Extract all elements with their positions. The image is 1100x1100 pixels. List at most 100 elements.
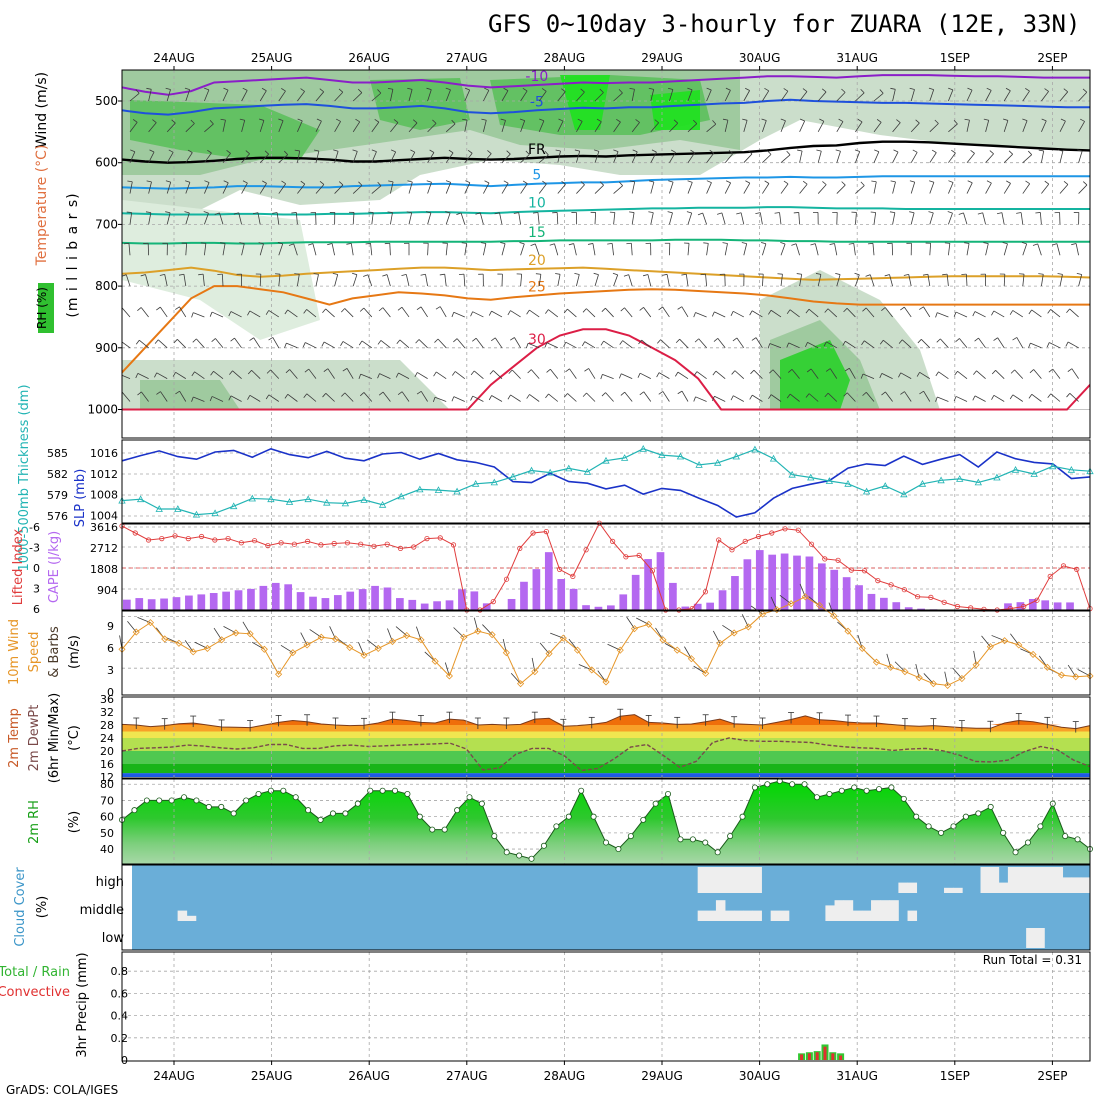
lifted-index-marker bbox=[888, 582, 894, 588]
wind-speed-marker bbox=[1001, 637, 1009, 645]
thickness-marker bbox=[695, 461, 703, 468]
wind-speed-marker bbox=[346, 643, 354, 652]
wind-barb bbox=[751, 310, 763, 318]
wind-barb bbox=[948, 152, 956, 163]
wind-barb bbox=[287, 393, 298, 402]
wind-barb bbox=[315, 120, 322, 133]
wind-barb bbox=[1012, 337, 1018, 341]
wind-barb bbox=[631, 181, 636, 194]
wind-barb bbox=[997, 337, 1005, 349]
lifted-index-marker bbox=[278, 540, 284, 546]
thickness-marker bbox=[732, 452, 740, 460]
wind-barb bbox=[166, 89, 171, 102]
wind-barb bbox=[747, 150, 753, 155]
wind-barb bbox=[519, 242, 525, 245]
wind-barb bbox=[520, 183, 528, 194]
rh-marker bbox=[1074, 836, 1081, 843]
cape-bar bbox=[669, 582, 677, 610]
wind-barb bbox=[527, 342, 540, 349]
wind-barb bbox=[732, 337, 738, 342]
wind-barb bbox=[791, 369, 800, 379]
rh-marker bbox=[1024, 839, 1031, 846]
wind-barb bbox=[948, 87, 954, 91]
wind-barb bbox=[268, 337, 274, 341]
lifted-index-tick-label: 0 bbox=[33, 562, 40, 575]
lifted-index-marker bbox=[941, 599, 947, 605]
cloud-cell-middle bbox=[834, 900, 845, 921]
wind-barb bbox=[881, 373, 893, 380]
lifted-index-tick-label: 6 bbox=[33, 603, 40, 616]
wind-barb bbox=[148, 212, 152, 225]
wind-barb bbox=[698, 338, 707, 349]
wind-speed-marker bbox=[972, 661, 980, 669]
wind-barb bbox=[635, 119, 640, 123]
wind-barb bbox=[958, 212, 964, 215]
rh-tick-label: 70 bbox=[100, 794, 114, 807]
chart-title: GFS 0~10day 3-hourly for ZUARA (12E, 33N… bbox=[488, 10, 1081, 38]
date-label-top: 2SEP bbox=[1037, 51, 1067, 65]
date-label-top: 25AUG bbox=[251, 51, 293, 65]
cape-bar bbox=[681, 606, 690, 610]
wind-barb bbox=[321, 341, 325, 347]
wind-barb bbox=[581, 341, 586, 347]
wind-barb bbox=[594, 212, 597, 225]
wind-barb bbox=[1012, 394, 1024, 402]
wind-barb bbox=[786, 309, 791, 315]
wind-barb bbox=[371, 149, 377, 153]
wind-barb bbox=[762, 274, 764, 287]
wind-barb bbox=[259, 120, 265, 132]
wind-barb bbox=[817, 274, 822, 287]
thickness-marker bbox=[881, 482, 889, 489]
wind-barb bbox=[954, 371, 958, 376]
wind-barb bbox=[995, 370, 1005, 379]
wind-barb bbox=[576, 274, 580, 287]
wind-speed-marker bbox=[275, 670, 283, 678]
rh-marker bbox=[801, 781, 808, 788]
wind-barb bbox=[537, 212, 540, 225]
wind-barb bbox=[538, 120, 545, 133]
wind-barb bbox=[122, 341, 131, 349]
wind-barb bbox=[166, 181, 172, 194]
wind-barb bbox=[522, 180, 528, 184]
wind-barb bbox=[613, 121, 621, 133]
wind-barb bbox=[799, 120, 806, 133]
rh-marker bbox=[143, 797, 150, 804]
cloud-cell-middle bbox=[843, 900, 854, 921]
wind-barb bbox=[1030, 342, 1042, 349]
wind-barb bbox=[780, 118, 786, 122]
lifted-index-marker bbox=[1074, 566, 1080, 573]
wind-barb bbox=[915, 119, 920, 124]
wind-barb bbox=[919, 371, 931, 379]
wind-barb bbox=[576, 151, 581, 163]
wind-barb bbox=[1010, 369, 1015, 374]
lifted-index-marker bbox=[185, 535, 191, 542]
slp-tick-label: 1004 bbox=[90, 509, 118, 522]
thickness-marker bbox=[248, 494, 256, 502]
temp-band bbox=[122, 751, 1090, 764]
pressure-tick-label: 500 bbox=[95, 94, 118, 108]
wind-barb bbox=[122, 392, 131, 402]
wind-barb bbox=[221, 274, 224, 287]
wind-barb bbox=[721, 212, 726, 225]
cape-bar bbox=[817, 563, 826, 610]
wind-barb bbox=[445, 212, 451, 225]
cape-bar bbox=[768, 554, 777, 610]
wind-barb bbox=[451, 119, 456, 125]
cloud-cell-high bbox=[706, 867, 717, 893]
rh-marker bbox=[305, 807, 312, 814]
wind-barb bbox=[185, 243, 188, 256]
cloud-cell-middle bbox=[734, 910, 744, 921]
cape-bar bbox=[644, 559, 652, 610]
rh-shading bbox=[560, 75, 610, 130]
wind-barb bbox=[953, 120, 958, 125]
date-label-bottom: 27AUG bbox=[446, 1069, 488, 1083]
wind-barb bbox=[702, 212, 707, 225]
slp-tick-label: 1016 bbox=[90, 447, 118, 460]
wind-barb bbox=[1051, 243, 1058, 246]
wind-legend-label: Wind (m/s) bbox=[34, 72, 50, 148]
wind-barb bbox=[594, 121, 602, 133]
wind-barb bbox=[1022, 243, 1028, 256]
cape-bar bbox=[842, 577, 851, 610]
wind-barb bbox=[799, 183, 808, 194]
wind-barb bbox=[429, 149, 435, 153]
